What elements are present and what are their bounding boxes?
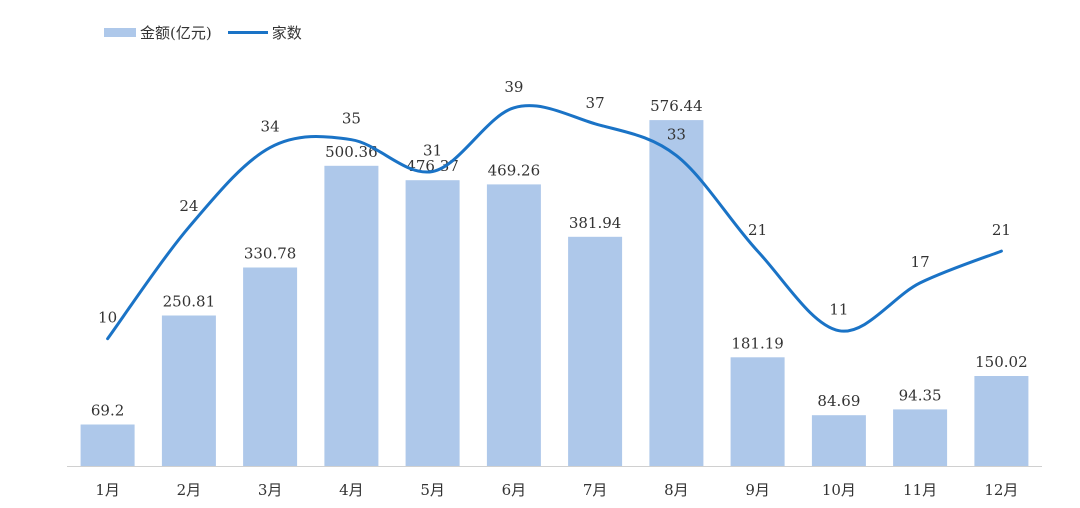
bar-4: [324, 165, 379, 467]
x-tick-label-9: 9月: [745, 481, 770, 499]
x-tick-label-4: 4月: [339, 481, 364, 499]
line-label-6: 39: [504, 78, 523, 96]
line-label-7: 37: [586, 94, 605, 112]
bar-label-1: 69.2: [91, 402, 124, 420]
bar-12: [974, 376, 1029, 466]
legend-item-count: 家数: [227, 22, 302, 43]
line-label-9: 21: [748, 221, 767, 239]
line-label-1: 10: [98, 309, 117, 327]
x-tick-label-5: 5月: [420, 481, 445, 499]
bar-label-8: 576.44: [650, 97, 703, 115]
line-label-11: 17: [911, 253, 930, 271]
bar-label-4: 500.36: [325, 143, 378, 161]
line-label-5: 31: [423, 142, 442, 160]
bar-label-6: 469.26: [488, 161, 541, 179]
bar-10: [811, 415, 866, 466]
line-label-8: 33: [667, 126, 686, 144]
legend-label-count: 家数: [271, 24, 302, 42]
bar-label-9: 181.19: [731, 334, 784, 352]
x-tick-label-8: 8月: [664, 481, 689, 499]
x-tick-label-11: 11月: [903, 481, 937, 499]
count-series-line: [106, 104, 1003, 341]
bar-11: [893, 409, 948, 466]
x-tick-label-1: 1月: [95, 481, 120, 499]
x-tick-label-6: 6月: [502, 481, 527, 499]
bar-label-11: 94.35: [899, 386, 942, 404]
bar-label-2: 250.81: [163, 293, 216, 311]
bar-9: [730, 357, 785, 466]
line-label-10: 11: [829, 301, 848, 319]
bar-label-10: 84.69: [817, 392, 860, 410]
legend: 金额(亿元) 家数: [104, 22, 318, 43]
bar-3: [243, 267, 298, 466]
x-tick-label-2: 2月: [177, 481, 202, 499]
x-tick-label-3: 3月: [258, 481, 283, 499]
bar-label-3: 330.78: [244, 245, 297, 263]
bar-label-7: 381.94: [569, 214, 622, 232]
x-tick-label-7: 7月: [583, 481, 608, 499]
legend-item-amount: 金额(亿元): [104, 22, 212, 43]
bar-1: [80, 424, 135, 466]
line-label-12: 21: [992, 221, 1011, 239]
legend-swatch-count: [227, 31, 268, 34]
bar-8: [649, 120, 704, 466]
bar-2: [161, 315, 216, 466]
legend-swatch-amount: [104, 28, 136, 37]
bar-label-12: 150.02: [975, 353, 1028, 371]
line-label-3: 34: [261, 118, 280, 136]
bar-6: [486, 184, 541, 466]
x-tick-label-12: 12月: [984, 481, 1018, 499]
legend-label-amount: 金额(亿元): [140, 24, 212, 42]
bar-5: [405, 180, 460, 466]
line-label-4: 35: [342, 110, 361, 128]
x-tick-label-10: 10月: [822, 481, 856, 499]
line-label-2: 24: [179, 197, 198, 215]
bar-7: [568, 236, 623, 466]
